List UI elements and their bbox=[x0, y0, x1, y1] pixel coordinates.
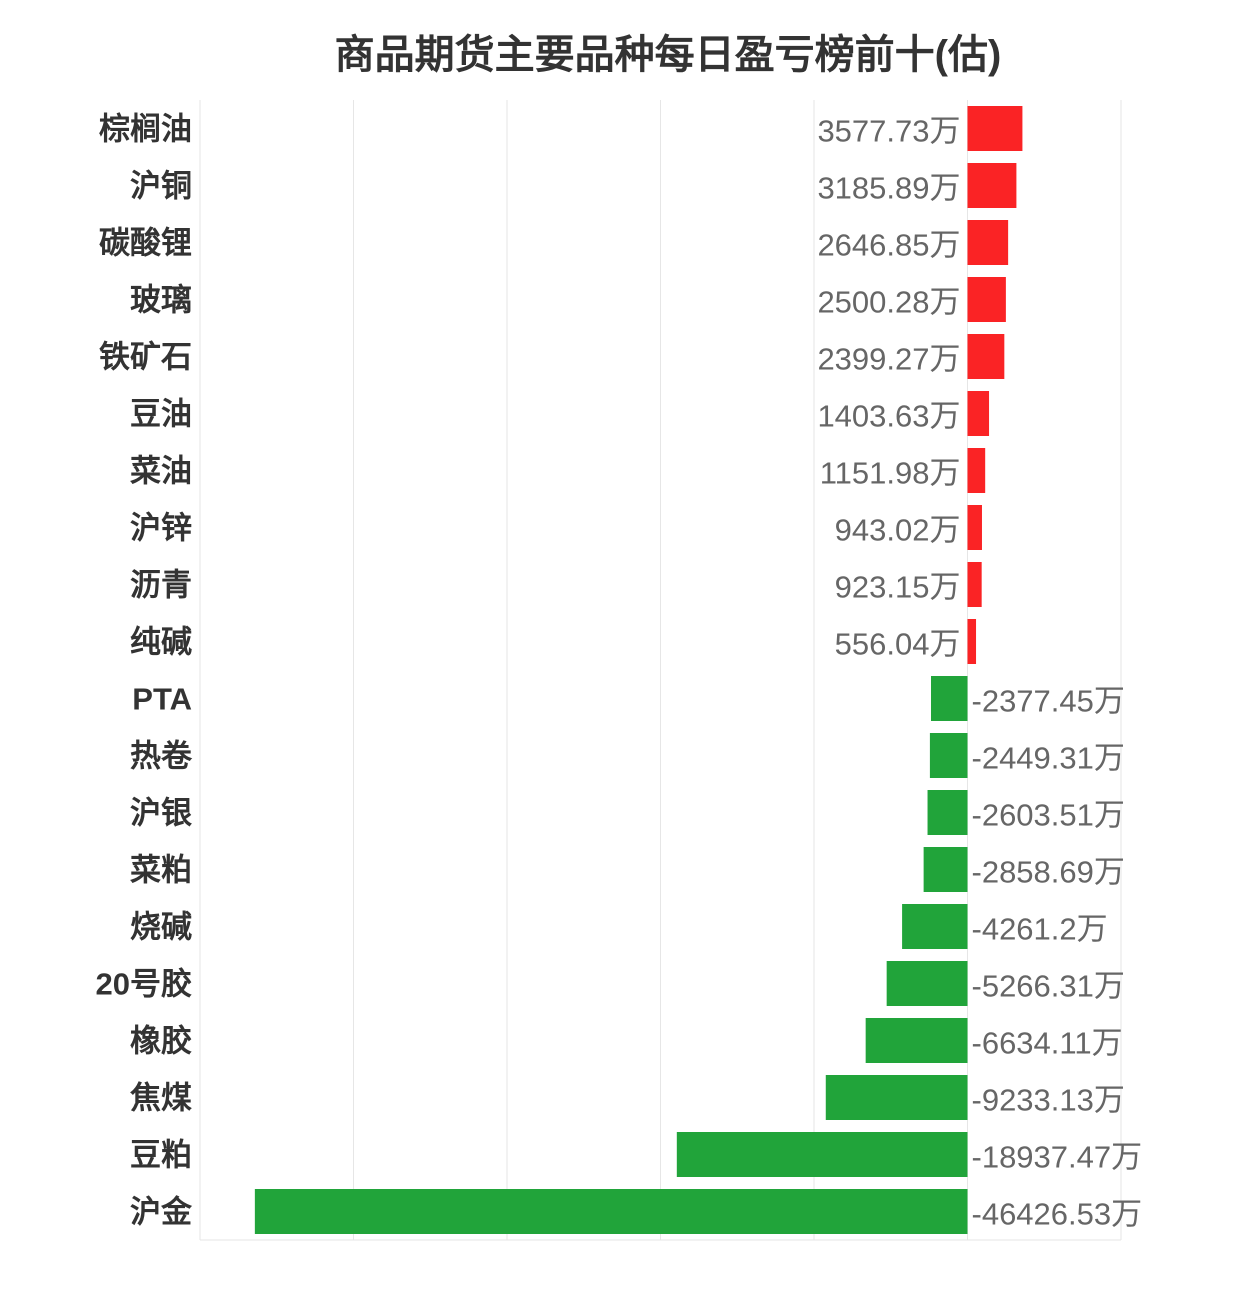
category-label: PTA bbox=[132, 682, 192, 717]
data-label: -2377.45万 bbox=[972, 684, 1125, 719]
bar bbox=[931, 676, 968, 721]
data-label: 2646.85万 bbox=[817, 228, 960, 263]
category-label: 烧碱 bbox=[130, 910, 192, 945]
bar bbox=[967, 448, 986, 493]
category-label: 20号胶 bbox=[96, 967, 192, 1002]
category-label: 沪铜 bbox=[130, 169, 192, 204]
bar bbox=[865, 1018, 968, 1063]
data-label: 556.04万 bbox=[835, 627, 961, 662]
bar bbox=[676, 1132, 968, 1177]
category-label: 纯碱 bbox=[130, 625, 192, 660]
data-label: -2603.51万 bbox=[972, 798, 1125, 833]
data-label: -5266.31万 bbox=[972, 969, 1125, 1004]
bar bbox=[967, 163, 1017, 208]
bar bbox=[967, 562, 982, 607]
data-label: -4261.2万 bbox=[972, 912, 1108, 947]
category-label: 豆粕 bbox=[130, 1138, 192, 1173]
data-label: -46426.53万 bbox=[972, 1197, 1143, 1232]
data-label: -9233.13万 bbox=[972, 1083, 1125, 1118]
data-label: -2858.69万 bbox=[972, 855, 1125, 890]
data-label: 1403.63万 bbox=[817, 399, 960, 434]
bar bbox=[967, 106, 1023, 151]
category-label: 棕榈油 bbox=[99, 112, 192, 147]
bar bbox=[967, 391, 990, 436]
data-label: 923.15万 bbox=[835, 570, 961, 605]
bar bbox=[927, 790, 968, 835]
category-label: 碳酸锂 bbox=[99, 226, 192, 261]
category-label: 豆油 bbox=[130, 397, 192, 432]
bar bbox=[902, 904, 968, 949]
category-label: 焦煤 bbox=[130, 1081, 192, 1116]
data-label: -2449.31万 bbox=[972, 741, 1125, 776]
data-label: -18937.47万 bbox=[972, 1140, 1143, 1175]
bar bbox=[254, 1189, 968, 1234]
bar bbox=[967, 505, 982, 550]
category-label: 沪银 bbox=[130, 796, 192, 831]
data-label: 1151.98万 bbox=[820, 456, 961, 491]
data-label: -6634.11万 bbox=[972, 1026, 1123, 1061]
data-label: 3577.73万 bbox=[817, 114, 960, 149]
bar bbox=[886, 961, 968, 1006]
bar bbox=[825, 1075, 968, 1120]
category-label: 玻璃 bbox=[130, 283, 192, 318]
bar bbox=[929, 733, 968, 778]
category-label: 菜油 bbox=[130, 454, 192, 489]
category-label: 沪金 bbox=[130, 1195, 193, 1230]
bar bbox=[923, 847, 968, 892]
bar bbox=[967, 220, 1009, 265]
bar bbox=[967, 619, 977, 664]
category-label: 热卷 bbox=[130, 739, 193, 774]
category-label: 沪锌 bbox=[130, 511, 192, 546]
category-label: 橡胶 bbox=[130, 1024, 192, 1059]
bar bbox=[967, 277, 1006, 322]
category-label: 菜粕 bbox=[130, 853, 192, 888]
data-label: 943.02万 bbox=[835, 513, 961, 548]
category-label: 铁矿石 bbox=[99, 340, 192, 375]
data-label: 2399.27万 bbox=[817, 342, 960, 377]
chart-title: 商品期货主要品种每日盈亏榜前十(估) bbox=[334, 33, 1002, 77]
bar bbox=[967, 334, 1005, 379]
category-label: 沥青 bbox=[130, 568, 192, 603]
data-label: 2500.28万 bbox=[817, 285, 960, 320]
data-label: 3185.89万 bbox=[817, 171, 960, 206]
